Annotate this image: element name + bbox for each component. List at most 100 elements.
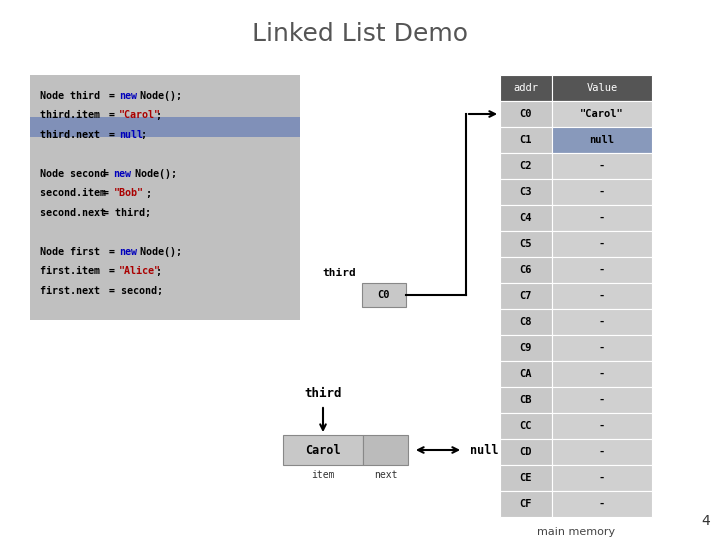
Bar [500,179,552,205]
Text: C7: C7 [520,291,532,301]
Bar [500,387,552,413]
Text: -: - [599,161,605,171]
Text: C8: C8 [520,317,532,327]
Bar [500,153,552,179]
Bar [30,117,300,137]
Text: CA: CA [520,369,532,379]
Text: =: = [103,169,115,179]
Bar [500,439,552,465]
Text: = second;: = second; [103,286,163,296]
Bar [552,101,652,127]
Bar [500,361,552,387]
Bar [500,101,552,127]
Text: C5: C5 [520,239,532,249]
Bar [500,205,552,231]
Bar [552,179,652,205]
Text: C1: C1 [520,135,532,145]
Bar [500,257,552,283]
Text: Node();: Node(); [135,247,182,257]
Text: -: - [599,317,605,327]
Text: CD: CD [520,447,532,457]
Bar [552,439,652,465]
Text: -: - [599,265,605,275]
Bar [552,413,652,439]
Text: =: = [103,130,121,140]
Bar [552,361,652,387]
Text: -: - [599,499,605,509]
Text: ;: ; [156,111,161,120]
Text: Node();: Node(); [135,91,182,101]
Text: "Carol": "Carol" [580,109,624,119]
Text: C4: C4 [520,213,532,223]
Bar [283,435,363,465]
Text: CF: CF [520,499,532,509]
Text: CE: CE [520,473,532,483]
Text: Value: Value [586,83,618,93]
Text: next: next [374,470,397,480]
Bar [552,491,652,517]
Text: C2: C2 [520,161,532,171]
Bar [500,283,552,309]
Bar [363,435,408,465]
Text: -: - [599,369,605,379]
Bar [552,257,652,283]
Text: Node second: Node second [40,169,112,179]
Text: -: - [599,187,605,197]
Text: -: - [599,343,605,353]
Text: Linked List Demo: Linked List Demo [252,22,468,46]
Text: -: - [599,213,605,223]
Text: =: = [103,267,121,276]
Text: 4: 4 [701,514,710,528]
Text: =: = [103,111,121,120]
Text: third: third [305,387,342,400]
Text: = third;: = third; [103,208,151,218]
Text: "Carol": "Carol" [119,111,161,120]
Text: main memory: main memory [537,527,615,537]
Text: Carol: Carol [305,443,341,456]
Bar [552,153,652,179]
Text: =: = [103,188,115,199]
Text: -: - [599,291,605,301]
Bar [552,387,652,413]
Text: C0: C0 [520,109,532,119]
Text: ;: ; [156,267,161,276]
Bar [552,465,652,491]
Bar [362,283,406,307]
Text: new: new [119,91,137,101]
Bar [552,283,652,309]
Text: "Bob": "Bob" [114,188,143,199]
Text: first.next: first.next [40,286,112,296]
Text: C0: C0 [378,290,390,300]
Bar [552,309,652,335]
Bar [500,75,552,101]
Bar [500,413,552,439]
Text: first.item: first.item [40,267,112,276]
Bar [552,127,652,153]
Text: addr: addr [513,83,539,93]
Bar [552,335,652,361]
Text: C3: C3 [520,187,532,197]
Text: item: item [311,470,335,480]
Text: -: - [599,421,605,431]
Text: second.item: second.item [40,188,112,199]
Bar [500,231,552,257]
Bar [552,205,652,231]
Text: new: new [119,247,137,257]
Text: Node third: Node third [40,91,112,101]
Bar [552,75,652,101]
Bar [500,335,552,361]
Bar [500,491,552,517]
Text: =: = [103,91,121,101]
Bar [500,465,552,491]
Bar [500,127,552,153]
Text: third.item: third.item [40,111,112,120]
Text: third: third [323,268,356,278]
Text: ;: ; [140,188,152,199]
Bar [30,75,300,320]
Text: null: null [119,130,143,140]
Text: third.next: third.next [40,130,112,140]
Text: CB: CB [520,395,532,405]
Text: Node();: Node(); [130,169,177,179]
Text: second.next: second.next [40,208,112,218]
Text: -: - [599,447,605,457]
